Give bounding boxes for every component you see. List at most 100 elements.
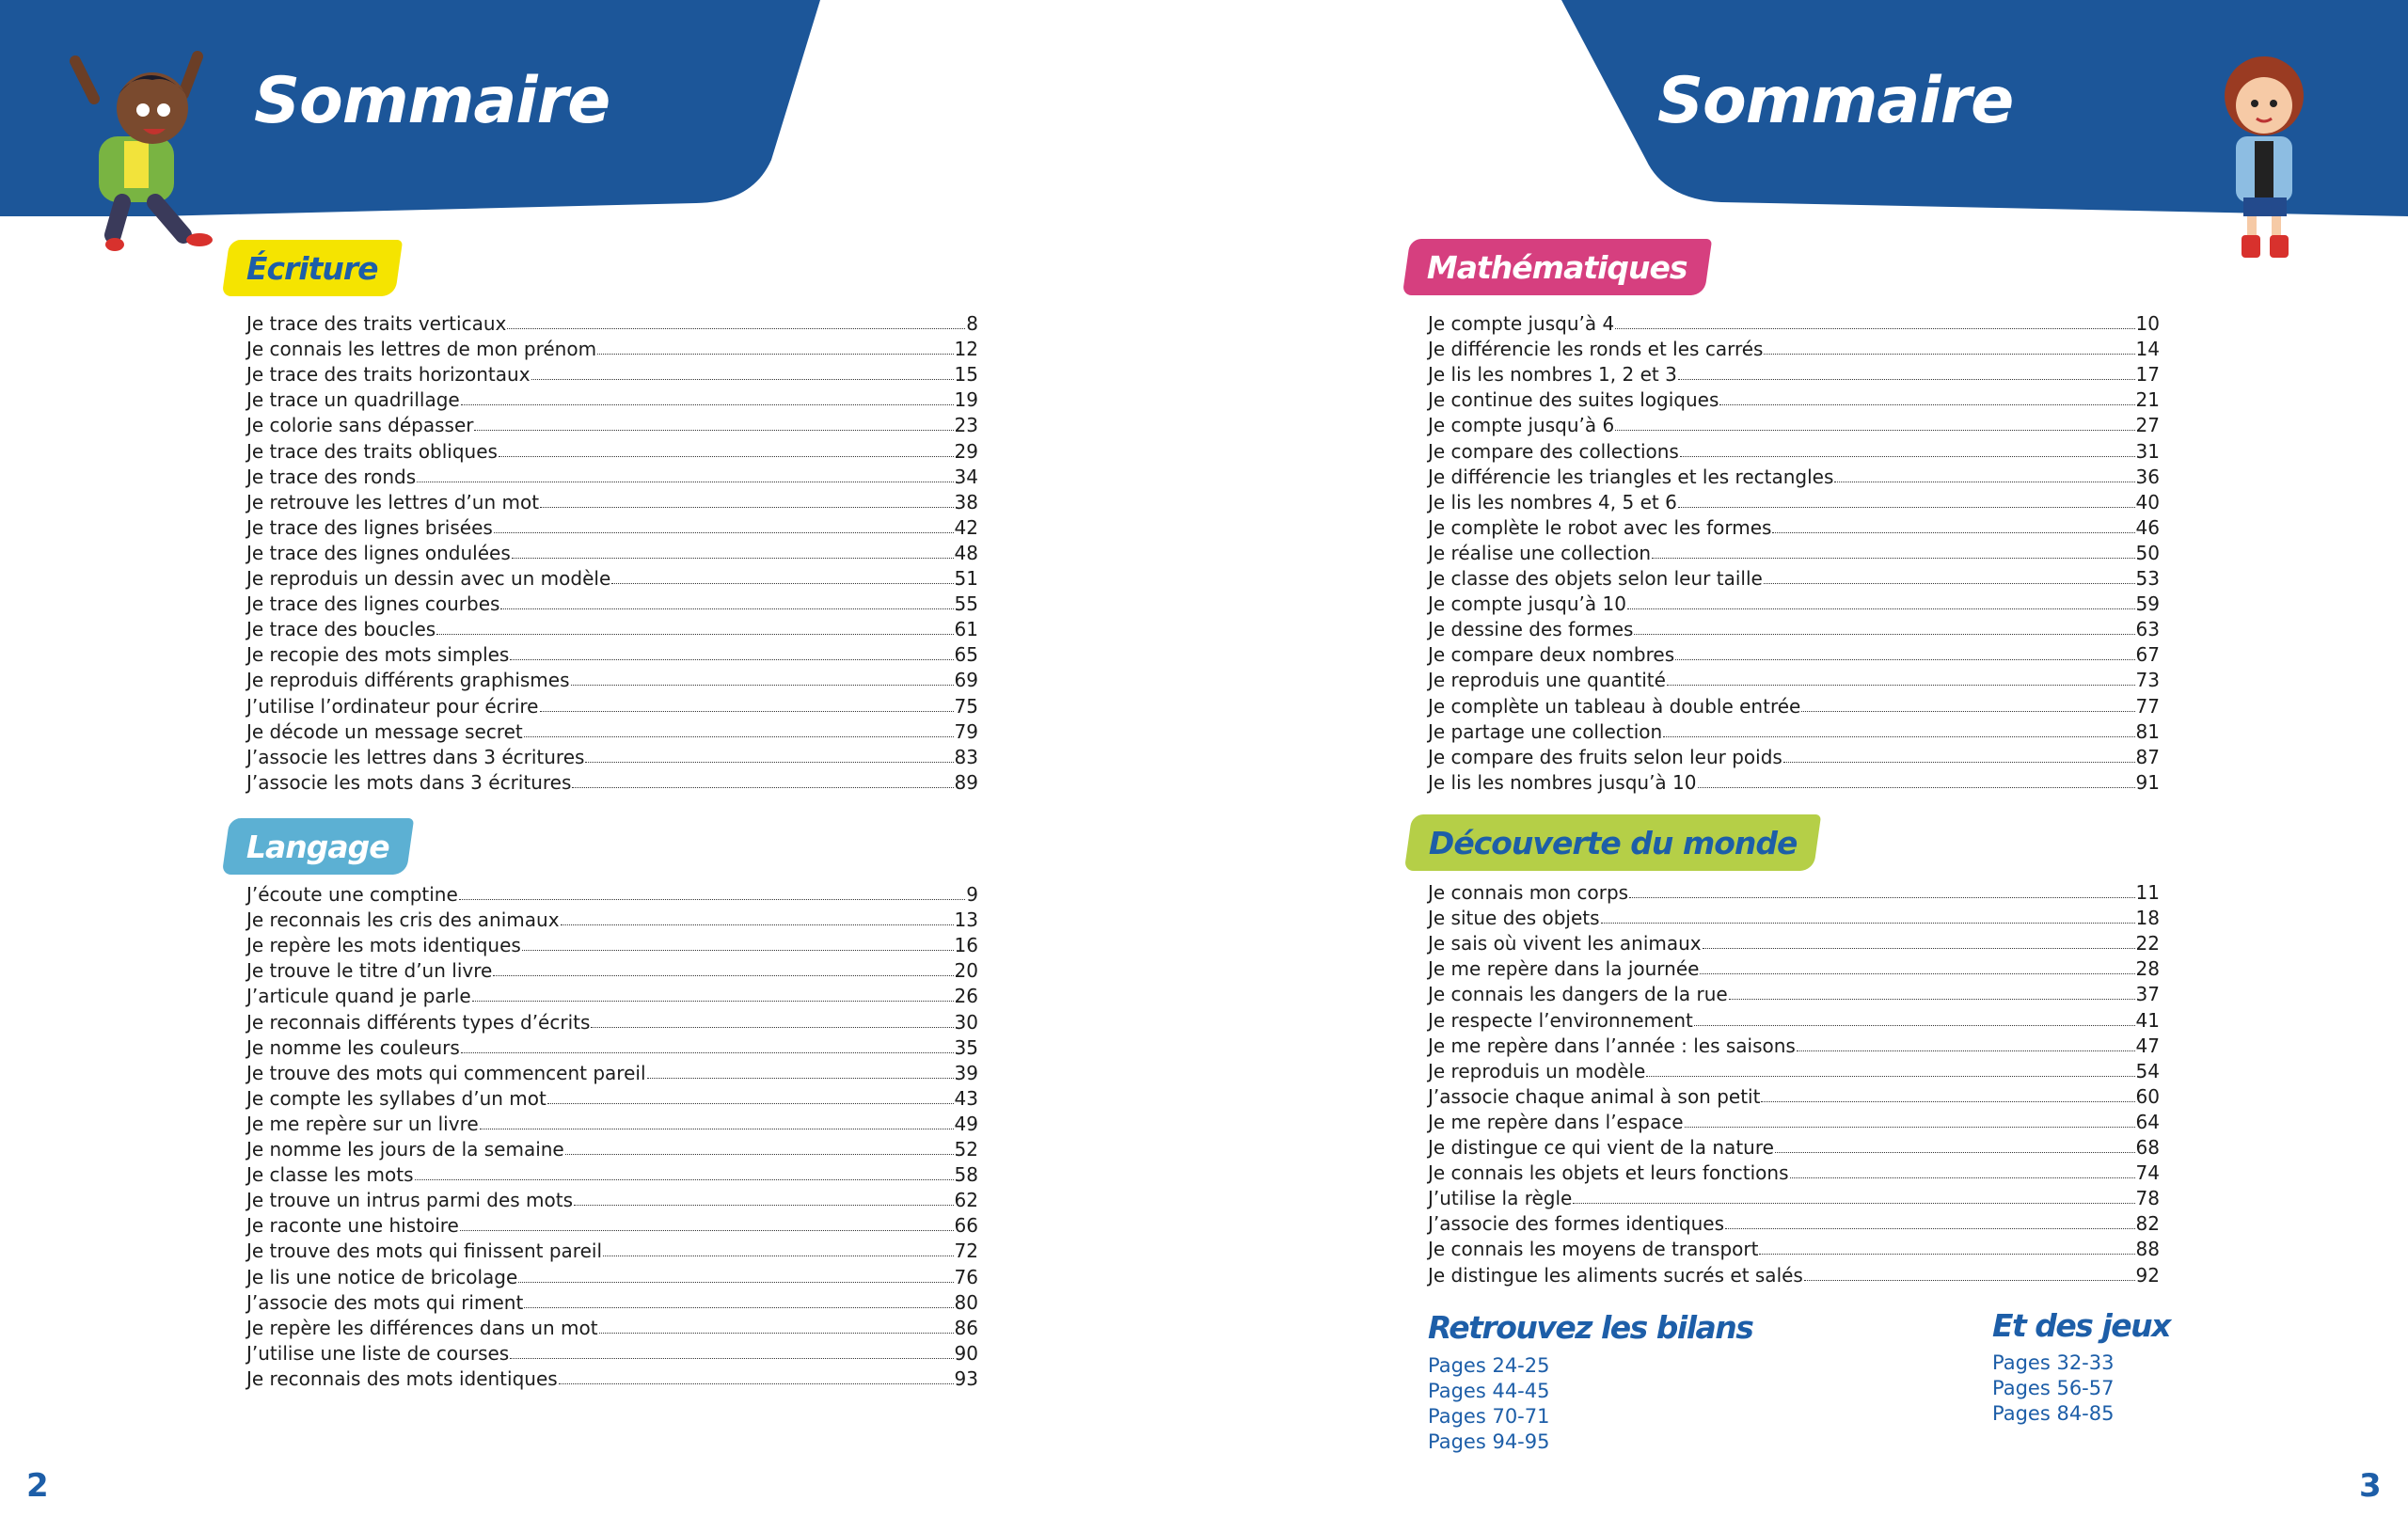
toc-entry: Je lis les nombres 4, 5 et 6 40 [1428, 487, 2160, 513]
toc-entry-title: J’associe des mots qui riment [246, 1290, 524, 1314]
toc-entry: Je reconnais différents types d’écrits 30 [246, 1006, 978, 1034]
dot-leader [591, 1026, 954, 1028]
toc-entry-page: 8 [966, 312, 978, 336]
toc-entry-page: 58 [954, 1163, 978, 1187]
dot-leader [1615, 430, 2135, 432]
dot-leader [1789, 1177, 2135, 1179]
toc-entry-title: Je connais les moyens de transport [1428, 1238, 1759, 1261]
toc-entry-title: Je repère les mots identiques [246, 934, 521, 957]
toc-entry: Je trouve un intrus parmi des mots 62 [246, 1185, 978, 1210]
dot-leader [471, 1001, 954, 1003]
toc-entry: Je colorie sans dépasser 23 [246, 410, 978, 435]
dot-leader [1728, 999, 2135, 1001]
dot-leader [1725, 1228, 2135, 1230]
toc-entry-title: Je trace des traits verticaux [246, 312, 507, 336]
toc-entry-title: Je repère les différences dans un mot [246, 1316, 598, 1339]
toc-entry-title: Je reproduis un modèle [1428, 1059, 1646, 1082]
toc-entry-title: Je sais où vivent les animaux [1428, 932, 1702, 956]
jeux-page-item: Pages 56-57 [1992, 1377, 2115, 1399]
jeux-page-item: Pages 84-85 [1992, 1402, 2115, 1425]
toc-entry-title: J’associe les lettres dans 3 écritures [246, 745, 585, 768]
dot-leader [1763, 583, 2135, 585]
toc-entry-title: Je trace des lignes courbes [246, 592, 500, 616]
toc-entry: Je lis les nombres 1, 2 et 3 17 [1428, 359, 2160, 385]
toc-entry-title: J’écoute une comptine [246, 883, 458, 907]
toc-entry: Je respecte l’environnement 41 [1428, 1004, 2160, 1031]
section-title-langage: Langage [246, 828, 389, 865]
toc-entry-page: 43 [954, 1086, 978, 1110]
toc-entry-title: Je partage une collection [1428, 719, 1663, 743]
dot-leader [1719, 404, 2135, 406]
toc-entry-page: 46 [2135, 515, 2160, 539]
toc-entry: Je connais les lettres de mon prénom 12 [246, 334, 978, 359]
toc-entry: Je trace des boucles 61 [246, 614, 978, 640]
toc-entry: J’associe chaque animal à son petit 60 [1428, 1082, 2160, 1107]
toc-entry-page: 67 [2135, 643, 2160, 667]
bilans-page-item: Pages 70-71 [1428, 1405, 1550, 1428]
toc-entry: Je trace un quadrillage 19 [246, 385, 978, 410]
toc-entry-title: Je compare des collections [1428, 439, 1679, 463]
toc-entry-title: Je recopie des mots simples [246, 643, 510, 667]
toc-entry: Je trace des traits obliques 29 [246, 435, 978, 462]
toc-entry: J’utilise la règle 78 [1428, 1183, 2160, 1208]
section-tag-mathematiques: Mathématiques [1402, 239, 1712, 295]
left-header-banner [0, 0, 820, 216]
page-number-left: 2 [26, 1467, 49, 1505]
toc-entry-page: 52 [954, 1138, 978, 1161]
toc-entry: J’écoute une comptine 9 [246, 879, 978, 905]
toc-entry-page: 93 [954, 1366, 978, 1390]
dot-leader [1772, 531, 2135, 533]
dot-leader [474, 430, 954, 432]
toc-entry-page: 81 [2135, 719, 2160, 743]
toc-entry-page: 74 [2135, 1161, 2160, 1185]
toc-entry-page: 26 [954, 985, 978, 1008]
toc-entry-page: 65 [954, 643, 978, 667]
dot-leader [518, 1281, 954, 1283]
toc-entry-title: Je trace des traits horizontaux [246, 363, 531, 387]
dot-leader [558, 1382, 954, 1384]
toc-entry-title: J’associe les mots dans 3 écritures [246, 770, 572, 794]
toc-entry-page: 37 [2135, 983, 2160, 1006]
dot-leader [493, 975, 954, 977]
dot-leader [524, 1306, 954, 1308]
toc-entry: J’utilise une liste de courses 90 [246, 1338, 978, 1364]
toc-entry-page: 38 [954, 490, 978, 513]
toc-entry-title: J’associe chaque animal à son petit [1428, 1084, 1761, 1108]
toc-entry: Je décode un message secret 79 [246, 717, 978, 742]
toc-entry-title: Je compare des fruits selon leur poids [1428, 745, 1782, 768]
toc-entry-page: 21 [2135, 388, 2160, 412]
dot-leader [1684, 1126, 2135, 1128]
dot-leader [1634, 634, 2135, 636]
toc-entry: Je trouve des mots qui commencent pareil… [246, 1058, 978, 1083]
dot-leader [507, 328, 966, 330]
toc-entry-page: 47 [2135, 1034, 2160, 1057]
dot-leader [646, 1077, 954, 1079]
dot-leader [1700, 973, 2135, 975]
toc-entry-page: 16 [954, 934, 978, 957]
dot-leader [1801, 710, 2135, 712]
boy-character-illustration [70, 51, 213, 251]
toc-entry: Je compare deux nombres 67 [1428, 640, 2160, 665]
section-title-mathematiques: Mathématiques [1427, 248, 1687, 286]
bilans-page-item: Pages 94-95 [1428, 1430, 1550, 1453]
bilans-heading: Retrouvez les bilans [1428, 1309, 1754, 1346]
toc-entry-title: Je reconnais des mots identiques [246, 1366, 558, 1390]
toc-entry-page: 42 [954, 515, 978, 539]
toc-entry: Je trace des lignes courbes 55 [246, 589, 978, 614]
toc-entry-title: Je connais les lettres de mon prénom [246, 338, 597, 361]
toc-entry-page: 60 [2135, 1084, 2160, 1108]
toc-entry: Je reproduis un modèle 54 [1428, 1056, 2160, 1082]
toc-entry-page: 31 [2135, 439, 2160, 463]
toc-entry-page: 15 [954, 363, 978, 387]
toc-entry-page: 63 [2135, 618, 2160, 641]
bilans-pages: Pages 24-25 Pages 44-45 Pages 70-71 Page… [1428, 1353, 1549, 1455]
dot-leader [585, 761, 954, 763]
jeux-pages: Pages 32-33 Pages 56-57 Pages 84-85 [1992, 1350, 2114, 1427]
toc-entry-title: Je reconnais différents types d’écrits [246, 1010, 591, 1034]
toc-entry-page: 54 [2135, 1059, 2160, 1082]
toc-entry: Je trouve le titre d’un livre 20 [246, 956, 978, 981]
section-tag-ecriture: Écriture [221, 240, 403, 296]
toc-entry-page: 19 [954, 388, 978, 412]
toc-entry-page: 23 [954, 414, 978, 437]
toc-entry-page: 51 [954, 567, 978, 591]
